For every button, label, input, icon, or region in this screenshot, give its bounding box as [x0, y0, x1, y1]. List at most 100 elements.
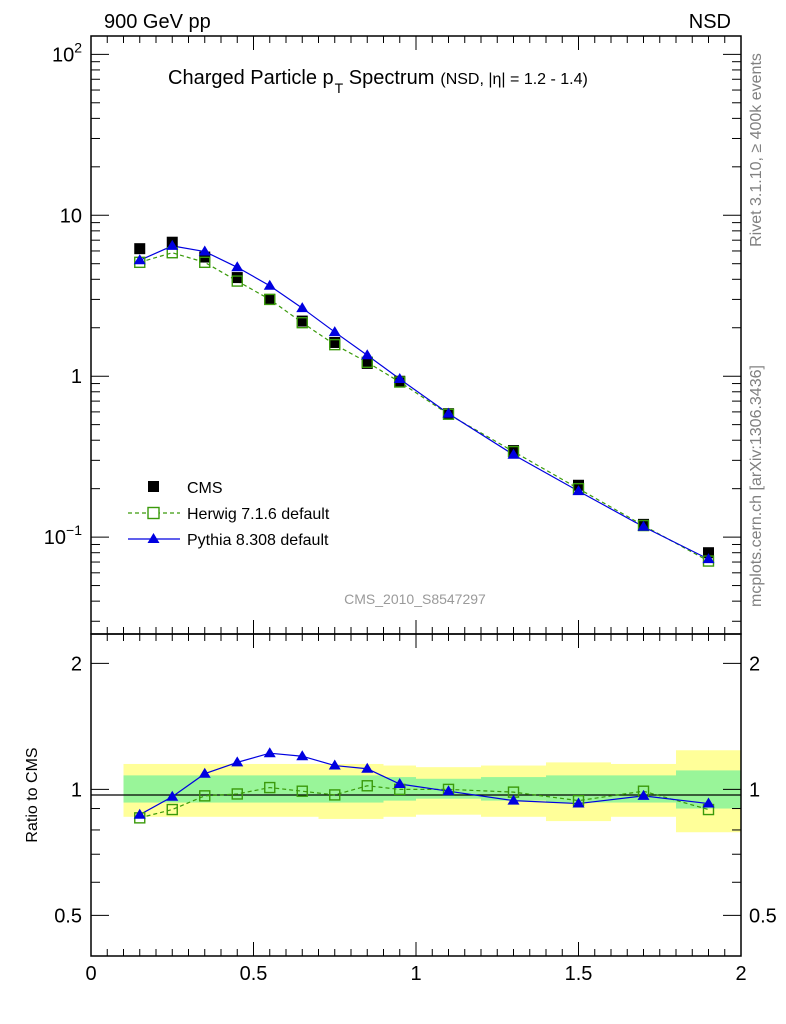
pythia-point: [442, 407, 455, 418]
ratio-ytick-label-left: 0.5: [54, 905, 82, 927]
herwig-point: [264, 293, 276, 306]
ratio-ytick-label-left: 2: [71, 653, 82, 675]
main-series: [133, 236, 715, 567]
ratio-ytick-label-left: 1: [71, 779, 82, 801]
legend-cms-marker: [148, 481, 159, 492]
main-title: Charged Particle pT Spectrum (NSD, |η| = …: [168, 67, 588, 96]
ratio-ytick-label-right: 0.5: [749, 905, 777, 927]
ratio-tick-labels: 0.5 0.5 1 1 2 2 0 0.5 1 1.5 2: [54, 653, 777, 985]
ratio-band-inner: [188, 775, 221, 803]
legend-herwig-label: Herwig 7.1.6 default: [187, 506, 330, 523]
main-ytick-label-exponent: −1: [66, 522, 82, 538]
ratio-pythia-point: [133, 808, 146, 819]
main-axis-ticks: [90, 36, 742, 634]
xtick-label: 1: [410, 963, 421, 985]
ratio-bands: [123, 750, 741, 833]
herwig-point: [329, 338, 341, 351]
ratio-pythia-point: [702, 797, 715, 808]
ratio-pythia-point: [198, 767, 211, 778]
pythia-point: [166, 239, 179, 250]
herwig-line: [139, 252, 709, 562]
main-panel: Charged Particle pT Spectrum (NSD, |η| = …: [44, 35, 742, 635]
ratio-herwig-point: [264, 781, 276, 794]
header-right: NSD: [689, 11, 731, 33]
ratio-band-inner: [351, 775, 384, 803]
main-ytick-label-base: 10: [44, 527, 66, 549]
mcplots-label: mcplots.cern.ch [arXiv:1306.3436]: [748, 365, 765, 607]
ratio-band-inner: [318, 775, 351, 803]
ratio-herwig-point: [361, 780, 373, 792]
herwig-point: [199, 256, 211, 269]
main-ytick-label: 10−1: [44, 522, 82, 549]
title-suffix: (NSD, |η| = 1.2 - 1.4): [440, 71, 587, 88]
ratio-band-inner: [286, 775, 319, 803]
title-main: Spectrum: [343, 67, 434, 89]
ratio-pythia-point: [361, 762, 374, 773]
ratio-series: [133, 747, 715, 824]
pythia-point: [702, 553, 715, 564]
cms-point: [361, 357, 373, 369]
ratio-frame: [90, 633, 742, 957]
legend-cms-label: CMS: [187, 480, 223, 497]
ratio-herwig-point: [329, 789, 341, 801]
main-ytick-label: 1: [71, 366, 82, 388]
ratio-pythia-point: [263, 747, 276, 758]
cms-point: [264, 293, 276, 305]
ratio-pythia-point: [231, 756, 244, 767]
ratio-herwig-line: [139, 785, 709, 819]
ratio-pythia-line: [139, 752, 709, 816]
pythia-point: [133, 254, 146, 265]
ratio-herwig-point: [166, 803, 178, 816]
pythia-point: [296, 302, 309, 313]
legend-pythia-label: Pythia 8.308 default: [187, 532, 329, 549]
pythia-point: [572, 485, 585, 496]
ratio-herwig-point: [231, 788, 243, 800]
ratio-pythia-point: [328, 759, 341, 770]
cms-point: [329, 336, 341, 348]
main-ytick-label-base: 1: [71, 366, 82, 388]
xtick-label: 2: [735, 963, 746, 985]
xtick-label: 0: [85, 963, 96, 985]
ratio-pythia-point: [637, 789, 650, 800]
title-text: Charged Particle p: [168, 67, 334, 89]
ratio-pythia-point: [507, 794, 520, 805]
analysis-label: CMS_2010_S8547297: [344, 591, 486, 607]
main-ytick-label-base: 10: [52, 44, 74, 66]
pythia-point: [507, 448, 520, 459]
ratio-band-inner: [253, 775, 286, 803]
main-ytick-label: 102: [52, 39, 82, 66]
cms-point: [231, 272, 243, 284]
ratio-ylabel: Ratio to CMS: [24, 747, 41, 842]
cms-point: [296, 315, 308, 327]
header-left: 900 GeV pp: [104, 11, 211, 33]
pythia-point: [198, 245, 211, 256]
xtick-label: 0.5: [240, 963, 268, 985]
rivet-label: Rivet 3.1.10, ≥ 400k events: [748, 53, 765, 247]
herwig-point: [296, 316, 308, 329]
ratio-pythia-point: [442, 785, 455, 796]
ratio-axis-ticks: [90, 634, 742, 957]
ratio-pythia-point: [572, 797, 585, 808]
ratio-pythia-point: [296, 750, 309, 761]
pythia-point: [637, 520, 650, 531]
pythia-point: [231, 261, 244, 272]
ratio-ytick-label-right: 2: [749, 653, 760, 675]
legend-herwig-marker: [147, 506, 160, 520]
xtick-label: 1.5: [565, 963, 593, 985]
title-subscript: T: [335, 80, 344, 96]
pythia-point: [263, 279, 276, 290]
ratio-band-inner: [123, 775, 156, 803]
main-ytick-label-exponent: 2: [74, 39, 82, 55]
legend: CMS Herwig 7.1.6 default Pythia 8.308 de…: [128, 480, 330, 549]
pythia-point: [328, 326, 341, 337]
ratio-herwig-point: [199, 790, 211, 802]
herwig-point: [231, 275, 243, 287]
pythia-point: [361, 349, 374, 360]
pythia-point: [393, 373, 406, 384]
ratio-ytick-label-right: 1: [749, 779, 760, 801]
main-ytick-label-base: 10: [60, 205, 82, 227]
ratio-pythia-point: [166, 790, 179, 801]
ratio-pythia-point: [393, 777, 406, 788]
